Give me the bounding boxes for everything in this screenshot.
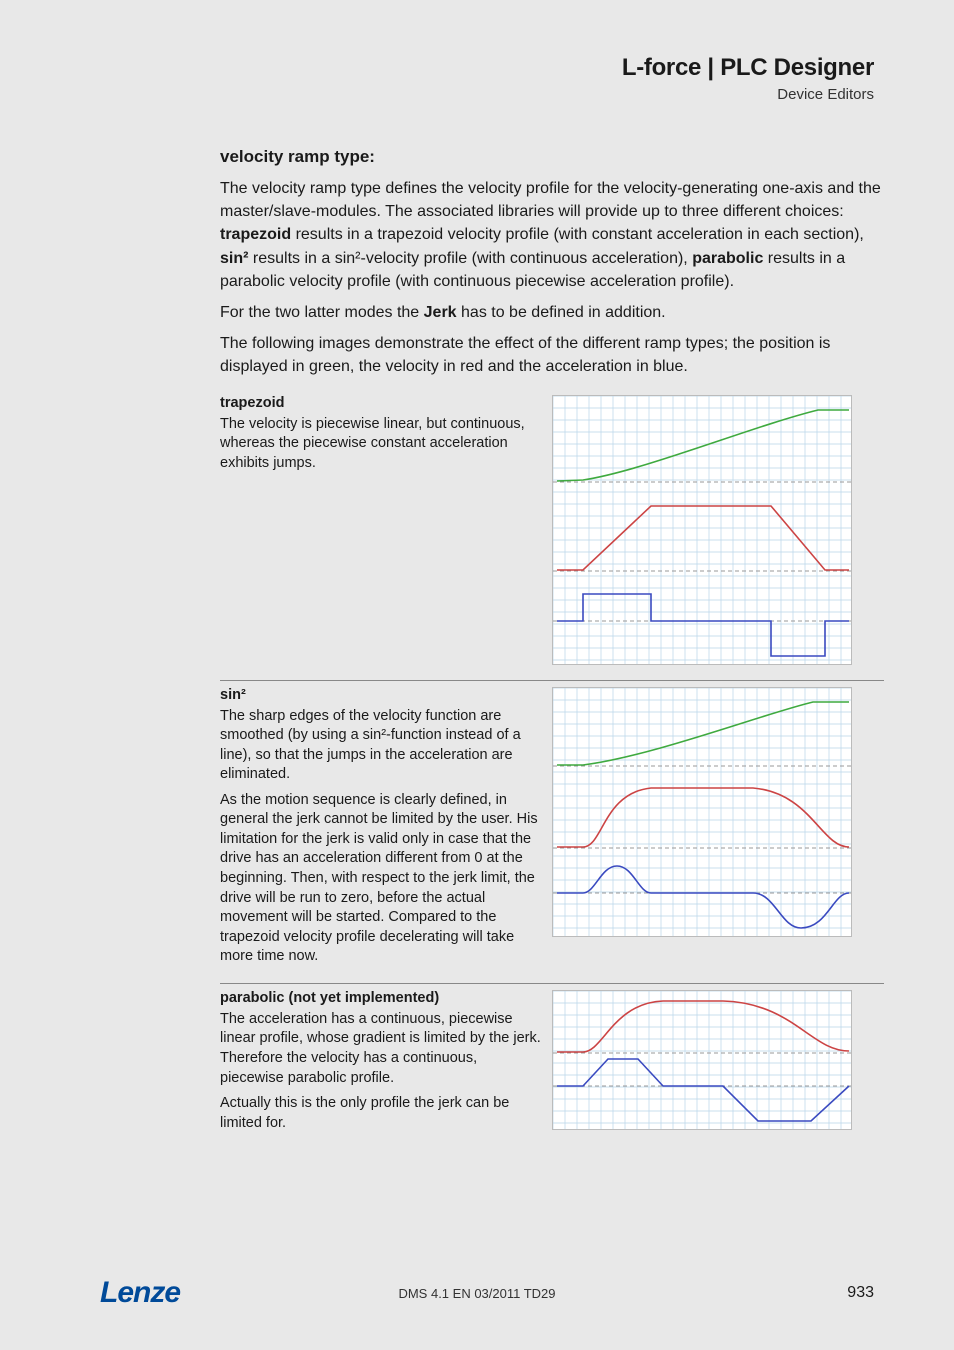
ramp-text-cell: sin² The sharp edges of the velocity func… <box>220 680 552 983</box>
paragraph-2: For the two latter modes the Jerk has to… <box>220 301 884 324</box>
ramp-chart-cell <box>552 983 884 1149</box>
brand-logo: Lenze <box>100 1276 180 1310</box>
table-row: trapezoid The velocity is piecewise linea… <box>220 389 884 681</box>
p1-a: The velocity ramp type defines the veloc… <box>220 180 881 220</box>
ramp-row-title: trapezoid <box>220 395 544 411</box>
ramp-row-title: parabolic (not yet implemented) <box>220 990 544 1006</box>
page-footer: Lenze DMS 4.1 EN 03/2011 TD29 933 <box>0 1276 954 1310</box>
ramp-row-desc: The acceleration has a continuous, piece… <box>220 1010 544 1088</box>
p1-parabolic: parabolic <box>692 250 763 267</box>
doc-title: L-force | PLC Designer <box>0 54 874 82</box>
page-content: velocity ramp type: The velocity ramp ty… <box>0 117 954 1149</box>
doc-subtitle: Device Editors <box>0 86 874 103</box>
p1-e: results in a sin²-velocity profile (with… <box>248 250 692 267</box>
page-header: L-force | PLC Designer Device Editors <box>0 0 954 117</box>
p2-a: For the two latter modes the <box>220 304 424 321</box>
ramp-chart-cell <box>552 389 884 681</box>
paragraph-3: The following images demonstrate the eff… <box>220 332 884 378</box>
ramp-row-desc: The sharp edges of the velocity function… <box>220 707 544 785</box>
paragraph-1: The velocity ramp type defines the veloc… <box>220 177 884 293</box>
p2-jerk: Jerk <box>424 304 457 321</box>
ramp-row-title: sin² <box>220 687 544 703</box>
p1-trapezoid: trapezoid <box>220 226 291 243</box>
ramp-chart <box>552 395 852 665</box>
ramp-text-cell: trapezoid The velocity is piecewise linea… <box>220 389 552 681</box>
table-row: parabolic (not yet implemented) The accel… <box>220 983 884 1149</box>
ramp-text-cell: parabolic (not yet implemented) The accel… <box>220 983 552 1149</box>
ramp-chart <box>552 687 852 937</box>
section-heading: velocity ramp type: <box>220 147 884 167</box>
ramp-type-table: trapezoid The velocity is piecewise linea… <box>220 389 884 1150</box>
p2-c: has to be defined in addition. <box>457 304 666 321</box>
table-row: sin² The sharp edges of the velocity func… <box>220 680 884 983</box>
ramp-row-desc: As the motion sequence is clearly define… <box>220 791 544 967</box>
footer-doc-id: DMS 4.1 EN 03/2011 TD29 <box>398 1286 555 1301</box>
ramp-row-desc: Actually this is the only profile the je… <box>220 1094 544 1133</box>
p1-sin2: sin² <box>220 250 248 267</box>
footer-page-number: 933 <box>847 1284 874 1302</box>
p1-c: results in a trapezoid velocity profile … <box>291 226 864 243</box>
ramp-chart-cell <box>552 680 884 983</box>
ramp-row-desc: The velocity is piecewise linear, but co… <box>220 415 544 474</box>
ramp-chart <box>552 990 852 1130</box>
